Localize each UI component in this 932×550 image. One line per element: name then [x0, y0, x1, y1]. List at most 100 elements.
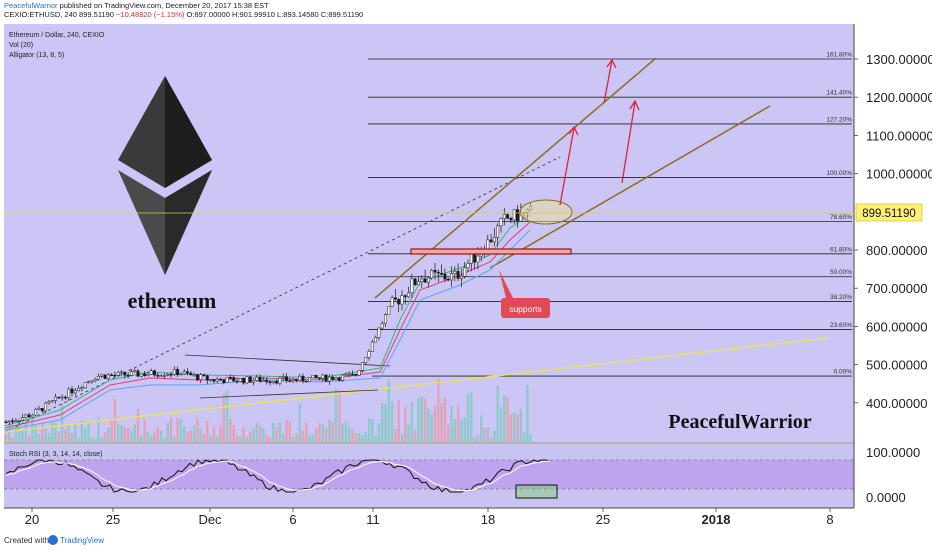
- published-text: published on TradingView.com, December 2…: [57, 1, 269, 10]
- fib-label-3: 100.00%: [826, 170, 852, 177]
- triangle-upper-line: [184, 354, 391, 367]
- volume-bar: [216, 436, 219, 442]
- candle: [453, 271, 457, 274]
- price-chart[interactable]: Ethereum / Dollar, 240, CEXIO Vol (20) A…: [0, 20, 932, 530]
- volume-bar: [430, 414, 433, 442]
- volume-bar: [357, 432, 361, 442]
- ohlc-text: O:897.00000 H:901.99910 L:893.14580 C:89…: [186, 10, 364, 19]
- price-axis[interactable]: 1300.00000 1200.00000 1100.00000 1000.00000…: [854, 52, 932, 411]
- volume-bar: [11, 437, 14, 442]
- volume-bar: [278, 422, 282, 442]
- candle: [47, 401, 51, 404]
- volume-bar: [381, 402, 384, 442]
- candle: [215, 379, 219, 382]
- volume-bar: [400, 434, 404, 442]
- stoch-rsi-label: Stoch RSI (3, 3, 14, 14, close): [9, 451, 102, 458]
- chart-area[interactable]: Ethereum / Dollar, 240, CEXIO Vol (20) A…: [0, 20, 932, 530]
- volume-bar: [255, 422, 258, 442]
- volume-bar: [489, 437, 493, 442]
- volume-bar: [295, 433, 298, 442]
- volume-bar: [110, 419, 113, 442]
- candle: [440, 272, 444, 275]
- candle: [202, 374, 206, 377]
- candle: [225, 377, 229, 383]
- volume-bar: [126, 427, 130, 442]
- channel-upper-line: [374, 57, 657, 299]
- price-tick-3: 1000.00000: [866, 167, 932, 182]
- volume-bar: [486, 427, 489, 442]
- candle: [7, 420, 11, 423]
- candle: [275, 381, 279, 384]
- symbol-text: CEXIO:ETHUSD, 240: [4, 10, 77, 19]
- volume-bar: [173, 437, 176, 442]
- ohlc-line: CEXIO:ETHUSD, 240 899.51190 −10.48820 (−…: [4, 10, 363, 20]
- candle: [377, 327, 381, 338]
- candle: [331, 376, 335, 380]
- time-tick-0: 20: [25, 512, 39, 527]
- alligator-lips-line: [4, 214, 531, 427]
- volume-bar: [394, 428, 397, 442]
- candle: [516, 209, 519, 222]
- volume-bar: [14, 426, 18, 442]
- rsi-axis[interactable]: 100.0000 0.0000: [866, 445, 920, 505]
- candle: [384, 314, 387, 324]
- volume-bar: [113, 398, 117, 442]
- time-axis[interactable]: 20 25 Dec 6 11 18 25 2018 8: [25, 508, 834, 527]
- candle: [252, 380, 255, 383]
- candle: [288, 380, 292, 382]
- candle: [433, 270, 437, 273]
- time-tick-3: 6: [289, 512, 296, 527]
- volume-bar: [305, 422, 308, 442]
- fib-label-6: 50.00%: [830, 269, 852, 276]
- candle: [172, 369, 176, 375]
- volume-bar: [456, 405, 460, 442]
- candle: [314, 374, 318, 378]
- publisher-link[interactable]: PeacefulWarrior: [4, 1, 58, 10]
- candle: [436, 271, 440, 274]
- fib-label-0: 161.80%: [826, 52, 852, 59]
- volume-bar: [503, 395, 506, 442]
- candle: [367, 351, 371, 358]
- volume-bar: [140, 434, 143, 442]
- candle: [80, 387, 84, 390]
- volume-bar: [100, 437, 103, 442]
- candle: [222, 379, 226, 383]
- time-tick-8: 8: [826, 512, 833, 527]
- candle: [354, 373, 358, 376]
- volume-bar: [466, 393, 470, 442]
- last-price-text: 899.51190: [79, 10, 114, 19]
- volume-bar: [209, 435, 212, 442]
- candle: [476, 255, 480, 263]
- current-price-label-box: [855, 203, 923, 222]
- candle: [77, 388, 81, 392]
- target-arrow-1-head: [568, 125, 579, 136]
- candle: [176, 369, 180, 376]
- volume-bar: [374, 436, 377, 442]
- rsi-band: [4, 460, 854, 489]
- candle: [327, 376, 331, 382]
- stoch-rsi-d-line: [5, 460, 550, 492]
- price-tick-5: 700.00000: [866, 281, 927, 296]
- volume-bar: [97, 418, 100, 442]
- volume-bar: [90, 437, 93, 442]
- volume-bar: [437, 378, 440, 442]
- fib-label-2: 127.20%: [826, 116, 852, 123]
- alligator-jaw-line: [4, 229, 531, 431]
- author-watermark: PeacefulWarrior: [668, 411, 811, 433]
- volume-bar: [338, 390, 341, 442]
- tradingview-brand-link[interactable]: TradingView: [60, 536, 105, 545]
- volume-bar: [473, 437, 476, 442]
- volume-bar: [414, 430, 417, 442]
- price-tick-0: 1300.00000: [866, 52, 932, 67]
- candle: [390, 297, 394, 307]
- candle: [17, 419, 21, 422]
- volume-bar: [159, 430, 163, 442]
- candle: [57, 396, 61, 399]
- candle: [380, 323, 384, 329]
- volume-bar: [93, 438, 97, 442]
- candle: [512, 209, 516, 221]
- candle: [123, 371, 127, 376]
- volume-bar: [189, 430, 192, 442]
- volume-bar: [513, 412, 516, 442]
- volume-bar: [37, 434, 41, 442]
